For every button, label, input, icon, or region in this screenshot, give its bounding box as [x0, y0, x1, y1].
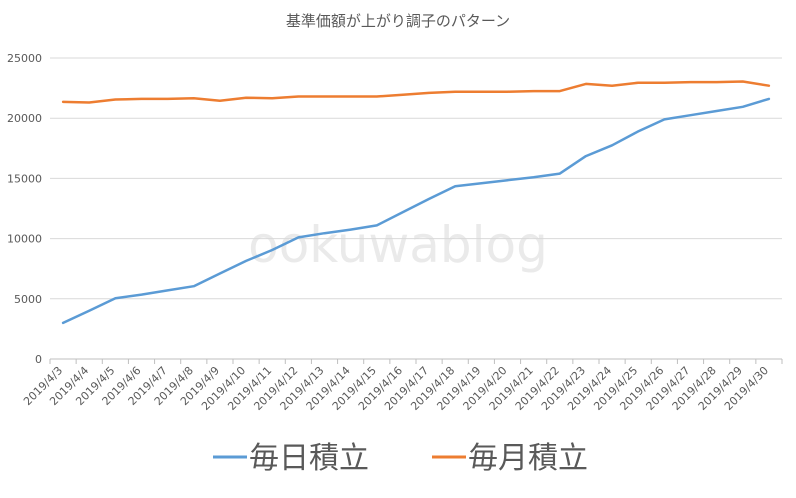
y-tick-label: 10000: [7, 233, 42, 246]
watermark-text: ookuwablog: [248, 216, 548, 274]
gridlines: [50, 57, 782, 360]
series-line-1: [61, 97, 771, 325]
y-tick-label: 25000: [7, 52, 42, 65]
y-tick-label: 0: [35, 353, 42, 366]
legend: 毎日積立 毎月積立: [213, 441, 588, 476]
y-tick-label: 15000: [7, 172, 42, 185]
chart-title: 基準価額が上がり調子のパターン: [286, 12, 510, 30]
series-line-2: [61, 80, 771, 104]
legend-label: 毎日積立: [249, 441, 369, 476]
y-tick-label: 20000: [7, 112, 42, 125]
series-lines: [61, 80, 771, 325]
y-tick-label: 5000: [14, 293, 42, 306]
legend-label: 毎月積立: [468, 441, 588, 476]
